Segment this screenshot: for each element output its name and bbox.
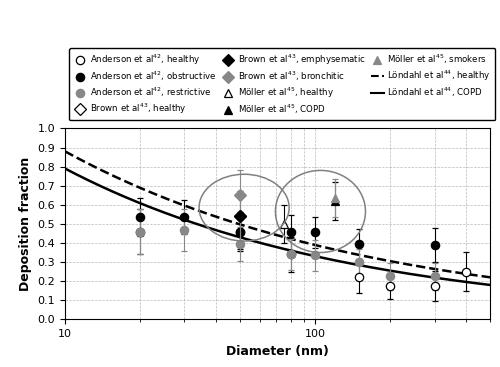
X-axis label: Diameter (nm): Diameter (nm)	[226, 345, 329, 357]
Legend: Anderson et al$^{42}$, healthy, Anderson et al$^{42}$, obstructive, Anderson et : Anderson et al$^{42}$, healthy, Anderson…	[70, 48, 496, 120]
Y-axis label: Deposition fraction: Deposition fraction	[19, 157, 32, 291]
